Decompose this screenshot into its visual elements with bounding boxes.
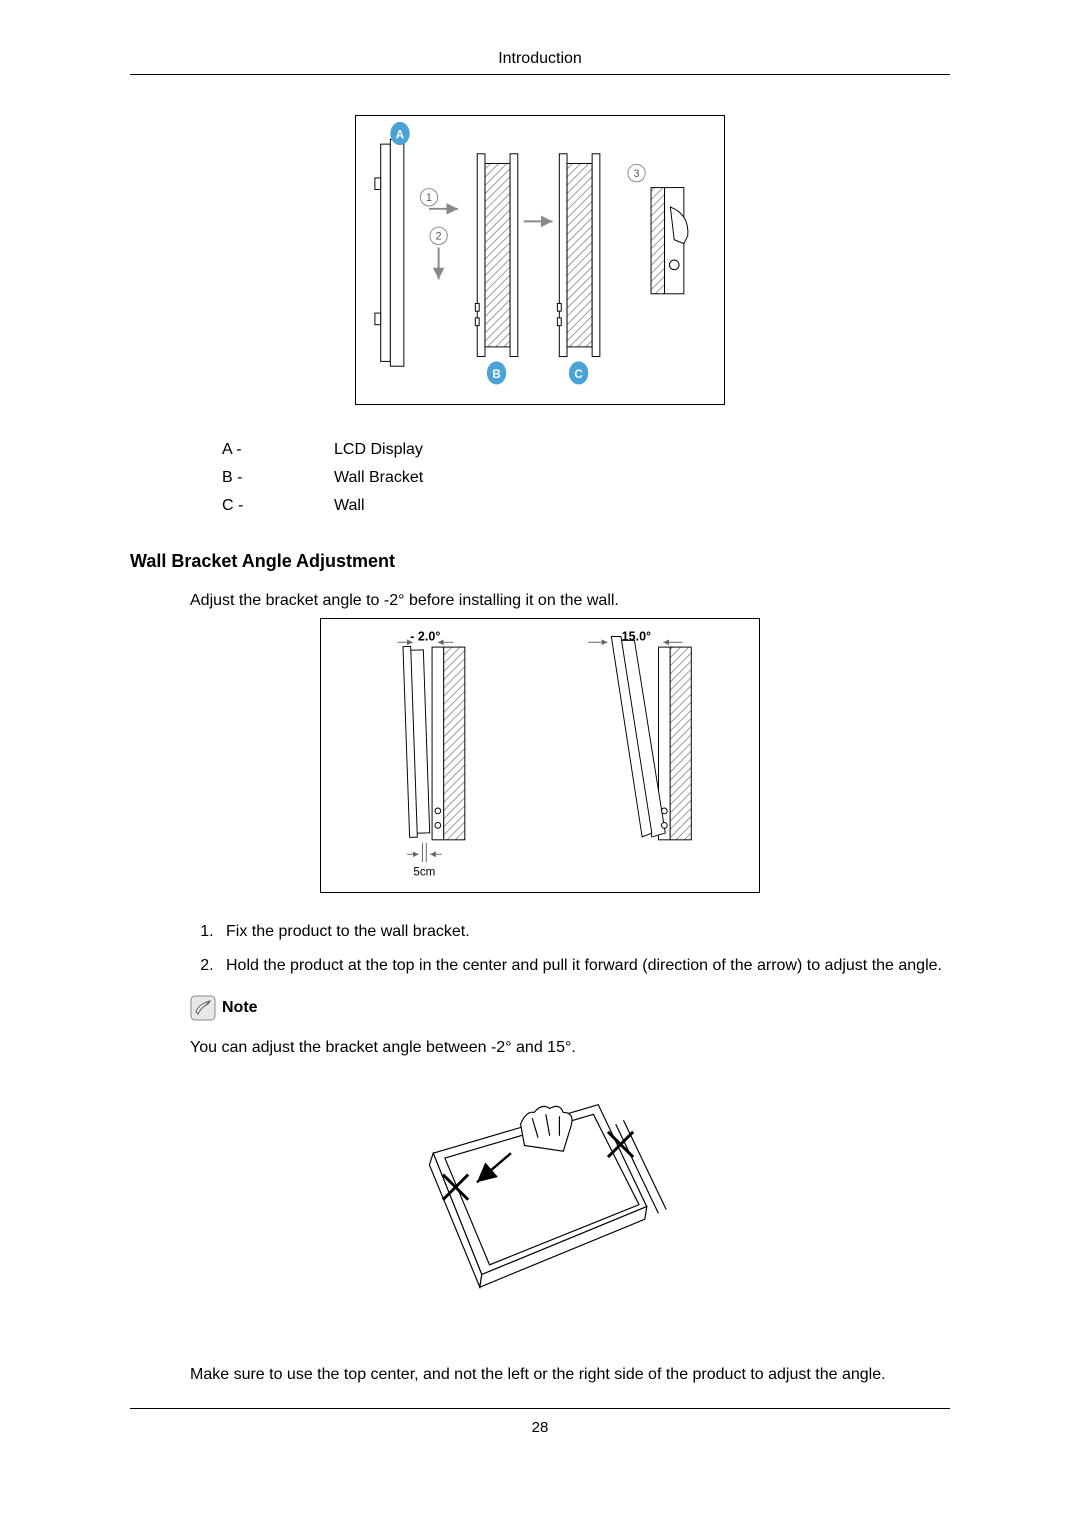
svg-text:15.0°: 15.0° xyxy=(622,629,651,643)
page-footer: 28 xyxy=(130,1408,950,1436)
step-item: Fix the product to the wall bracket. xyxy=(218,923,950,941)
svg-text:3: 3 xyxy=(634,168,640,180)
figure-adjust-hand xyxy=(370,1081,710,1336)
figure-angle-range: - 2.0° 5cm 15.0° xyxy=(320,618,760,893)
note-icon xyxy=(190,995,216,1021)
closing-text: Make sure to use the top center, and not… xyxy=(190,1366,950,1384)
note-label: Note xyxy=(222,999,258,1017)
steps-list: Fix the product to the wall bracket. Hol… xyxy=(190,923,950,975)
legend-val: Wall Bracket xyxy=(334,465,423,491)
intro-text: Adjust the bracket angle to -2° before i… xyxy=(190,592,950,610)
section-heading: Wall Bracket Angle Adjustment xyxy=(130,551,950,572)
svg-text:B: B xyxy=(492,369,500,381)
legend-key: C - xyxy=(222,493,332,519)
note-body: You can adjust the bracket angle between… xyxy=(190,1039,950,1057)
legend-key: B - xyxy=(222,465,332,491)
legend-val: LCD Display xyxy=(334,437,423,463)
svg-text:A: A xyxy=(396,129,405,141)
step-item: Hold the product at the top in the cente… xyxy=(218,957,950,975)
legend-row: A - LCD Display xyxy=(222,437,423,463)
svg-text:5cm: 5cm xyxy=(413,866,435,878)
legend-val: Wall xyxy=(334,493,423,519)
svg-text:2: 2 xyxy=(436,231,442,243)
svg-text:- 2.0°: - 2.0° xyxy=(410,629,440,643)
legend-row: C - Wall xyxy=(222,493,423,519)
svg-text:1: 1 xyxy=(426,192,432,204)
legend-row: B - Wall Bracket xyxy=(222,465,423,491)
svg-text:C: C xyxy=(574,369,583,381)
figure-mount-assembly: A 1 2 B xyxy=(355,115,725,405)
page-number: 28 xyxy=(532,1419,549,1436)
legend-table: A - LCD Display B - Wall Bracket C - Wal… xyxy=(220,435,425,521)
legend-key: A - xyxy=(222,437,332,463)
page-header: Introduction xyxy=(130,50,950,75)
